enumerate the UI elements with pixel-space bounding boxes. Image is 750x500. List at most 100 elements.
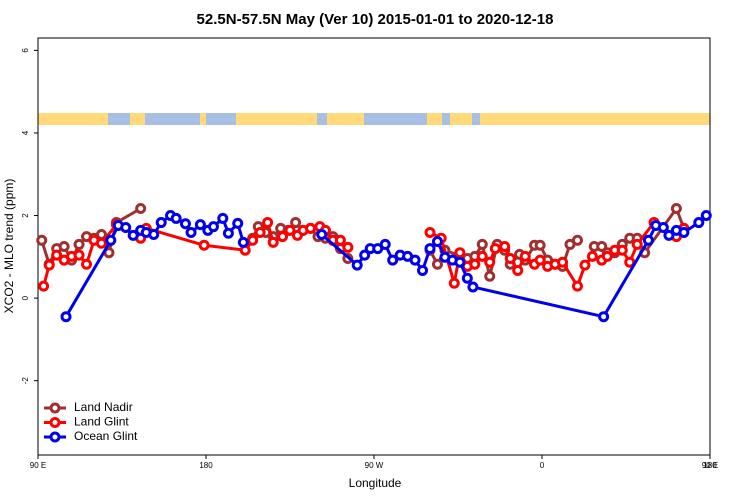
point	[448, 277, 460, 289]
point	[476, 238, 488, 250]
point	[277, 231, 289, 243]
point	[489, 243, 501, 255]
point	[351, 259, 363, 271]
point	[185, 226, 197, 238]
point	[693, 217, 705, 229]
point	[409, 254, 421, 266]
point	[284, 224, 296, 236]
x-tick-label: 180	[199, 461, 213, 470]
point	[58, 241, 70, 252]
point	[417, 264, 429, 276]
point	[334, 234, 346, 246]
point	[598, 311, 610, 323]
point	[454, 256, 466, 268]
point	[179, 218, 191, 230]
point	[198, 239, 210, 251]
point	[424, 243, 436, 255]
point	[127, 229, 139, 241]
point	[571, 234, 583, 246]
legend-label: Land Glint	[74, 415, 129, 429]
point	[678, 226, 690, 238]
point	[657, 222, 669, 234]
point	[51, 249, 63, 261]
point	[81, 258, 93, 270]
point	[217, 212, 229, 224]
point	[631, 238, 643, 250]
point	[232, 217, 244, 229]
point	[512, 264, 524, 276]
point	[431, 236, 443, 248]
point	[254, 226, 266, 238]
y-tick-label: 6	[21, 48, 30, 53]
legend-label: Ocean Glint	[74, 429, 138, 443]
point	[38, 280, 50, 292]
point	[499, 241, 511, 252]
point	[222, 227, 234, 239]
point	[155, 217, 167, 229]
point	[700, 210, 712, 222]
point	[73, 249, 85, 261]
x-tick-label: 90 E	[30, 461, 46, 470]
point	[424, 226, 436, 238]
land-mask-strip	[38, 113, 710, 125]
point	[557, 256, 569, 268]
point	[237, 236, 249, 248]
x-tick-label: 90 E	[702, 461, 718, 470]
point	[194, 219, 206, 231]
point	[534, 254, 546, 266]
point	[36, 234, 48, 246]
x-tick-label: 90 W	[365, 461, 384, 470]
point	[431, 258, 443, 270]
point	[60, 311, 72, 323]
point	[467, 281, 479, 293]
point	[616, 244, 628, 256]
point	[484, 270, 496, 282]
point	[316, 229, 328, 241]
point	[642, 234, 654, 246]
point	[379, 238, 391, 250]
point	[359, 249, 371, 261]
point	[262, 217, 274, 229]
x-axis-label: Longitude	[349, 476, 402, 490]
point	[670, 203, 682, 215]
point	[120, 222, 132, 234]
point	[305, 222, 317, 234]
point	[105, 234, 117, 246]
point	[290, 217, 302, 229]
point	[624, 256, 636, 268]
point	[476, 250, 488, 262]
legend-marker	[49, 417, 61, 428]
y-tick-label: -2	[21, 377, 30, 385]
point	[95, 237, 107, 249]
point	[596, 241, 608, 252]
point	[454, 247, 466, 259]
legend-label: Land Nadir	[74, 400, 133, 414]
point	[461, 272, 473, 284]
point	[586, 250, 598, 262]
point	[267, 236, 279, 248]
point	[387, 254, 399, 266]
point	[504, 252, 516, 264]
legend-marker	[49, 431, 61, 443]
y-tick-label: 2	[21, 213, 30, 218]
y-tick-label: 0	[21, 295, 30, 300]
point	[170, 212, 182, 224]
point	[469, 258, 481, 270]
point	[534, 239, 546, 251]
point	[135, 203, 147, 215]
x-tick-label: 0	[540, 461, 545, 470]
y-tick-label: 4	[21, 130, 30, 135]
chart-title: 52.5N-57.5N May (Ver 10) 2015-01-01 to 2…	[197, 11, 554, 28]
series	[60, 210, 712, 323]
point	[148, 229, 160, 241]
point	[601, 250, 613, 262]
point	[73, 238, 85, 250]
point	[571, 280, 583, 292]
point	[579, 259, 591, 271]
point	[484, 256, 496, 268]
point	[43, 259, 55, 271]
point	[663, 229, 675, 241]
point	[207, 221, 219, 233]
